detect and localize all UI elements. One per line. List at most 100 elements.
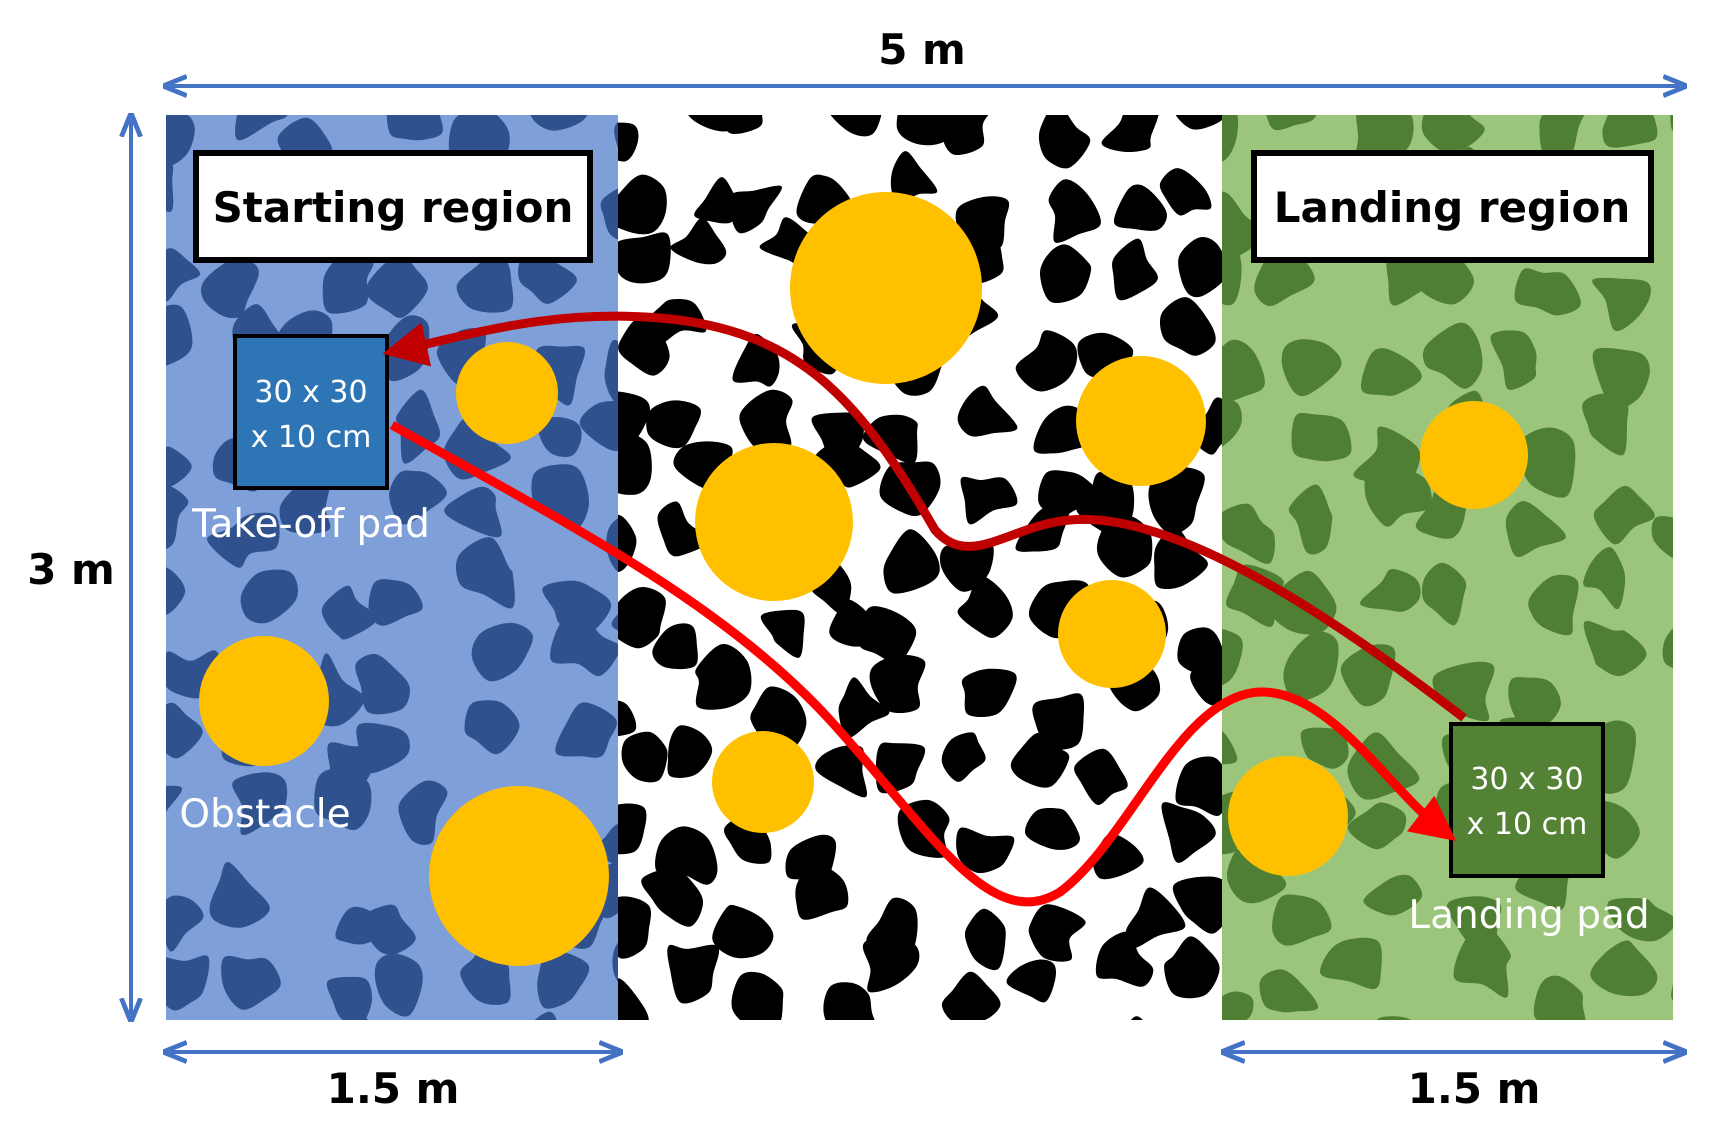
- camouflage-blob: [791, 1021, 843, 1086]
- camouflage-blob: [830, 115, 882, 137]
- camouflage-blob: [1222, 503, 1275, 564]
- camouflage-blob: [941, 115, 989, 156]
- camouflage-blob: [386, 115, 443, 141]
- camouflage-blob: [1607, 897, 1673, 942]
- landing-region-title: Landing region: [1274, 183, 1630, 232]
- camouflage-blob: [356, 722, 410, 774]
- camouflage-blob: [883, 529, 940, 594]
- camouflage-blob: [1592, 347, 1650, 410]
- camouflage-blob: [1074, 748, 1128, 805]
- camouflage-blob: [739, 389, 793, 453]
- camouflage-blob: [456, 252, 514, 313]
- camouflage-blob: [166, 567, 186, 615]
- camouflage-blob: [1670, 115, 1673, 131]
- camouflage-blob: [1159, 168, 1212, 216]
- camouflage-blob: [731, 971, 784, 1020]
- camouflage-blob: [240, 569, 298, 624]
- camouflage-blob: [695, 643, 752, 710]
- obstacles: [199, 192, 1528, 966]
- landing-pad: [1449, 722, 1605, 878]
- camouflage-blob: [1689, 904, 1723, 959]
- camouflage-blob: [618, 896, 652, 959]
- camouflage-blob: [1508, 677, 1561, 728]
- camouflage-blob: [1514, 268, 1581, 316]
- camouflage-blob: [1266, 115, 1317, 131]
- camouflage-blob: [646, 400, 702, 449]
- camouflage-blob: [1259, 969, 1319, 1013]
- camouflage-blob: [1048, 179, 1101, 243]
- camouflage-blob: [1038, 115, 1091, 169]
- camouflage-blob: [1101, 115, 1159, 153]
- camouflage-blob: [166, 248, 201, 302]
- camouflage-blob: [1024, 1031, 1072, 1079]
- camouflage-blob: [1154, 526, 1208, 590]
- camouflage-blob: [1025, 807, 1080, 850]
- camouflage-blob: [1164, 936, 1220, 999]
- camouflage-blob: [652, 623, 698, 670]
- landing-pad-size-line2: x 10 cm: [1467, 807, 1588, 842]
- camouflage-blob: [667, 725, 713, 778]
- camouflage-blob: [166, 785, 183, 813]
- takeoff-pad-size-line2: x 10 cm: [251, 420, 372, 455]
- camouflage-blob: [1490, 330, 1537, 390]
- camouflage-blob: [1539, 115, 1585, 159]
- camouflage-blob: [941, 971, 1001, 1020]
- camouflage-blob: [1376, 1016, 1411, 1020]
- camouflage-blob: [1583, 547, 1626, 610]
- camouflage-blob: [957, 385, 1018, 437]
- camouflage-blob: [618, 978, 649, 1020]
- landing-width-dimension-label: 1.5 m: [1408, 1064, 1541, 1113]
- camouflage-blob: [537, 950, 590, 1009]
- camouflage-blob: [1222, 339, 1265, 405]
- camouflage-blob: [398, 780, 448, 845]
- camouflage-blob: [941, 732, 986, 782]
- camouflage-blob: [618, 587, 666, 649]
- obstacle-circle: [790, 192, 982, 384]
- camouflage-blob: [314, 768, 372, 831]
- camouflage-blob: [720, 115, 763, 134]
- camouflage-blob: [895, 1062, 943, 1107]
- camouflage-blob: [604, 339, 618, 404]
- camouflage-blob: [618, 232, 671, 284]
- camouflage-blob: [1222, 730, 1238, 765]
- camouflage-blob: [618, 174, 667, 235]
- starting-region-box: [193, 150, 593, 263]
- camouflage-blob: [166, 446, 192, 488]
- camouflage-blob: [1131, 1016, 1143, 1020]
- camouflage-blob: [1662, 628, 1673, 669]
- camouflage-blob: [444, 486, 502, 538]
- camouflage-blob: [600, 188, 618, 240]
- camouflage-blob: [862, 414, 918, 464]
- dimension-lines: [131, 86, 1680, 1052]
- obstacle-label: Obstacle: [179, 792, 350, 837]
- camouflage-blob: [326, 976, 373, 1020]
- landing-pad-size-line1: 30 x 30: [1470, 762, 1583, 797]
- camouflage-blob: [957, 575, 1013, 638]
- camouflage-blob: [960, 476, 1018, 525]
- camouflage-blob: [1159, 297, 1216, 356]
- camouflage-blob: [1533, 1051, 1586, 1116]
- camouflage-blob: [1590, 940, 1658, 997]
- camouflage-blob: [1288, 484, 1333, 555]
- camouflage-blob: [155, 1024, 213, 1075]
- camouflage-blob: [1039, 244, 1092, 304]
- camouflage-blob: [1190, 646, 1222, 707]
- camouflage-blob: [1095, 931, 1154, 987]
- camouflage-blob: [1161, 802, 1216, 863]
- camouflage-blob: [1010, 732, 1070, 788]
- camouflage-blob: [862, 935, 920, 993]
- camouflage-blob: [166, 895, 204, 952]
- camouflage-blob: [667, 944, 720, 1004]
- camouflage-blob: [537, 417, 582, 457]
- camouflage-blob: [1125, 887, 1186, 949]
- camouflage-blob: [579, 1050, 629, 1110]
- camouflage-blob: [464, 700, 520, 755]
- camouflage-blob: [729, 185, 782, 234]
- outbound-flight-path-arrow: [389, 421, 1457, 907]
- camouflage-blob: [1222, 991, 1254, 1020]
- obstacle-circle: [1420, 401, 1528, 509]
- return-flight-path-arrow: [382, 311, 1467, 722]
- camouflage-blob: [209, 861, 270, 928]
- camouflage-blob: [823, 982, 875, 1020]
- obstacle-circle: [1076, 356, 1206, 486]
